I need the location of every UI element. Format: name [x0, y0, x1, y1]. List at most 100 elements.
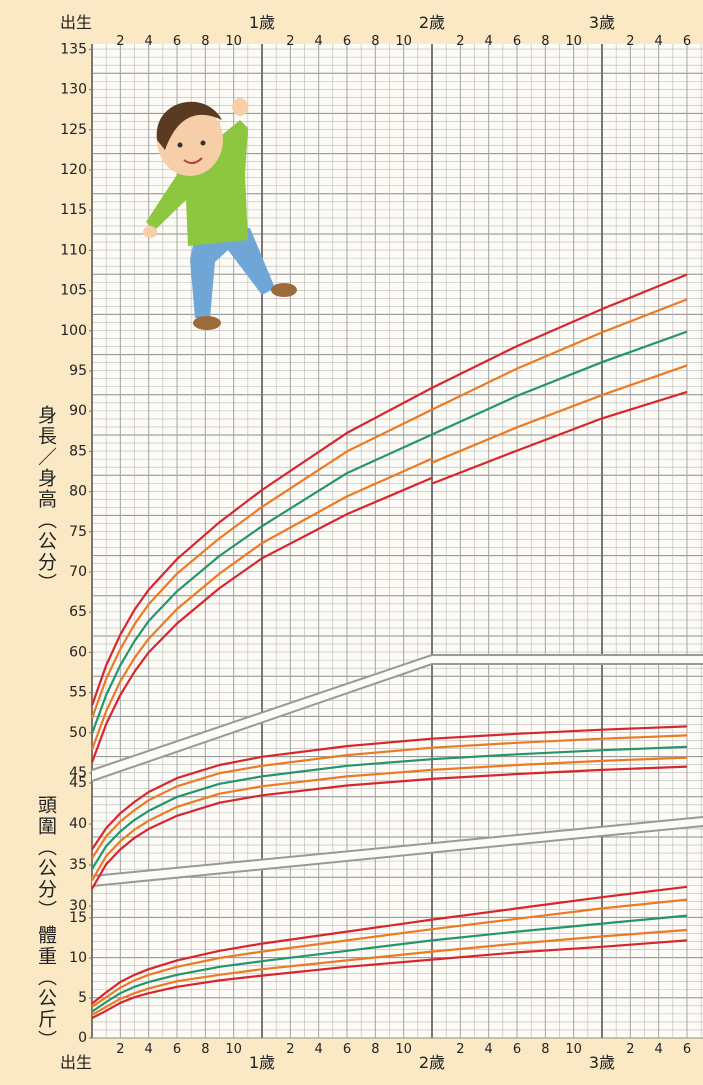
percentile-curve — [91, 914, 688, 1013]
y-tick-label: 30 — [69, 898, 87, 914]
x-tick-label: 6 — [513, 34, 521, 49]
y-tick-label: 105 — [60, 283, 87, 299]
x-tick-label: 8 — [201, 1042, 209, 1057]
boy-hair — [156, 101, 222, 150]
x-tick-label: 6 — [513, 1042, 521, 1057]
x-tick-label: 1歲 — [249, 13, 275, 32]
boy-shoe — [193, 316, 221, 330]
x-tick-label: 4 — [485, 1042, 493, 1057]
separator-line — [91, 825, 703, 887]
y-tick-label: 100 — [60, 323, 87, 339]
x-tick-label: 2 — [116, 34, 124, 49]
x-tick-label: 6 — [683, 34, 691, 49]
separator-line — [91, 663, 703, 782]
separator-line — [91, 654, 703, 771]
y-tick-label: 85 — [69, 443, 87, 459]
y-tick-label: 50 — [69, 725, 87, 741]
boy-shirt — [146, 120, 248, 246]
y-axis-title: 身長／身高（公分） — [35, 405, 57, 594]
x-tick-label: 3歲 — [589, 1053, 615, 1072]
x-tick-label: 4 — [485, 34, 493, 49]
percentile-curve — [91, 898, 688, 1008]
separator-line — [91, 816, 703, 877]
percentile-curve — [431, 298, 688, 411]
y-tick-label: 95 — [69, 363, 87, 379]
x-tick-label: 4 — [655, 1042, 663, 1057]
x-tick-label: 2 — [456, 1042, 464, 1057]
y-tick-label: 110 — [60, 242, 87, 258]
y-tick-label: 70 — [69, 564, 87, 580]
x-tick-label: 4 — [145, 1042, 153, 1057]
y-tick-label: 55 — [69, 685, 87, 701]
percentile-curve — [431, 364, 688, 464]
y-tick-label: 45 — [69, 765, 87, 781]
x-tick-label: 10 — [225, 34, 242, 49]
x-tick-label: 10 — [565, 34, 582, 49]
x-tick-label: 4 — [315, 1042, 323, 1057]
y-tick-label: 0 — [78, 1030, 87, 1046]
y-tick-label: 90 — [69, 403, 87, 419]
x-tick-label: 2 — [286, 34, 294, 49]
y-tick-label: 80 — [69, 484, 87, 500]
x-tick-label: 8 — [371, 1042, 379, 1057]
x-tick-label: 1歲 — [249, 1053, 275, 1072]
percentile-curve — [431, 390, 688, 485]
x-tick-label: 4 — [315, 34, 323, 49]
y-tick-label: 115 — [60, 202, 87, 218]
percentile-curve — [91, 885, 688, 1005]
y-tick-label: 10 — [69, 950, 87, 966]
x-tick-label: 8 — [541, 1042, 549, 1057]
boy-eye — [200, 140, 206, 146]
percentile-curve — [90, 433, 433, 734]
x-tick-label: 2 — [456, 34, 464, 49]
boy-hand — [232, 98, 248, 116]
y-tick-label: 130 — [60, 82, 87, 98]
percentile-curve — [431, 273, 688, 389]
percentile-curve — [91, 725, 688, 851]
y-tick-label: 40 — [69, 816, 87, 832]
x-tick-label: 3歲 — [589, 13, 615, 32]
x-tick-label: 10 — [395, 1042, 412, 1057]
x-tick-label: 8 — [201, 34, 209, 49]
x-tick-label: 2歲 — [419, 13, 445, 32]
x-tick-label: 出生 — [60, 13, 92, 32]
percentile-curve — [91, 745, 688, 870]
x-tick-label: 2 — [626, 34, 634, 49]
y-axis-title: 頭圍（公分） — [35, 795, 57, 921]
percentile-curve — [90, 386, 433, 706]
x-tick-label: 2 — [286, 1042, 294, 1057]
percentile-curve — [91, 939, 688, 1019]
x-tick-label: 4 — [145, 34, 153, 49]
separator-band — [92, 817, 703, 886]
labels: 出生出生2244668810101歲1歲2244668810102歲2歲2244… — [35, 13, 691, 1072]
percentile-curve — [90, 408, 433, 719]
percentile-curve — [91, 756, 688, 882]
y-axis-title: 體重（公斤） — [35, 925, 57, 1051]
separators — [91, 654, 703, 887]
x-tick-label: 4 — [655, 34, 663, 49]
y-tick-label: 65 — [69, 604, 87, 620]
boy-shoe — [271, 283, 297, 297]
y-tick-label: 35 — [69, 857, 87, 873]
percentile-curve — [91, 928, 688, 1016]
y-tick-label: 125 — [60, 122, 87, 138]
x-tick-label: 出生 — [60, 1053, 92, 1072]
y-tick-label: 120 — [60, 162, 87, 178]
x-tick-label: 6 — [173, 1042, 181, 1057]
x-tick-label: 6 — [343, 34, 351, 49]
x-tick-label: 6 — [173, 34, 181, 49]
y-tick-label: 5 — [78, 990, 87, 1006]
x-tick-label: 2 — [116, 1042, 124, 1057]
x-tick-label: 10 — [225, 1042, 242, 1057]
x-tick-label: 2歲 — [419, 1053, 445, 1072]
percentile-curve — [91, 765, 688, 890]
boy-hand — [143, 226, 157, 238]
y-tick-label: 75 — [69, 524, 87, 540]
y-tick-label: 60 — [69, 644, 87, 660]
x-tick-label: 6 — [683, 1042, 691, 1057]
y-tick-label: 45 — [69, 775, 87, 791]
curves — [90, 273, 688, 1019]
x-tick-label: 10 — [565, 1042, 582, 1057]
boy-pants — [190, 228, 275, 318]
